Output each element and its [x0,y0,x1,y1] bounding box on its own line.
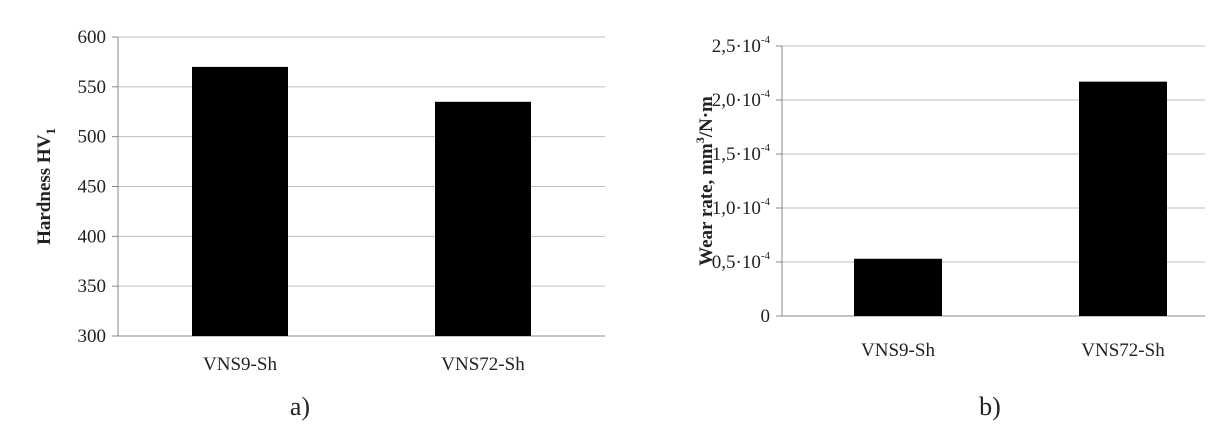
panel-label: a) [290,392,310,421]
x-category-label: VNS9-Sh [861,340,935,361]
x-category-label: VNS72-Sh [1081,340,1165,361]
bar-vns9-sh [854,258,942,316]
chart-panel-2: 0 0,5·10-4 1,0·10-4 1,5·10-4 2,0·10-4 2,5·10-… [693,34,1205,421]
y-tick-label: 450 [78,177,107,198]
y-tick-label: 600 [78,27,107,48]
bar-vns72-sh [1079,81,1167,316]
panel-label: b) [979,392,1001,421]
bar-vns9-sh [192,66,288,337]
y-tick-label: 350 [78,276,107,297]
y-tick-label: 2,5·10-4 [712,34,771,57]
x-category-label: VNS9-Sh [203,354,277,375]
y-tick-label: 300 [78,326,107,347]
y-tick-label: 0,5·10-4 [712,250,771,273]
y-tick-label: 500 [78,127,107,148]
y-tick-label: 0 [761,306,771,327]
y-axis-title: Hardness HV1 [34,128,58,245]
y-tick-label: 550 [78,77,107,98]
y-tick-label: 400 [78,226,107,247]
bar-vns72-sh [435,101,531,337]
chart-panel-1: 300 350 400 450 500 550 600 VNS9-Sh VNS72-Sh Hard… [34,27,605,421]
y-tick-label: 1,5·10-4 [712,142,771,165]
y-tick-label: 1,0·10-4 [712,196,771,219]
y-tick-label: 2,0·10-4 [712,88,771,111]
y-axis-title: Wear rate, mm3/N·m [693,96,717,266]
x-category-label: VNS72-Sh [441,354,525,375]
